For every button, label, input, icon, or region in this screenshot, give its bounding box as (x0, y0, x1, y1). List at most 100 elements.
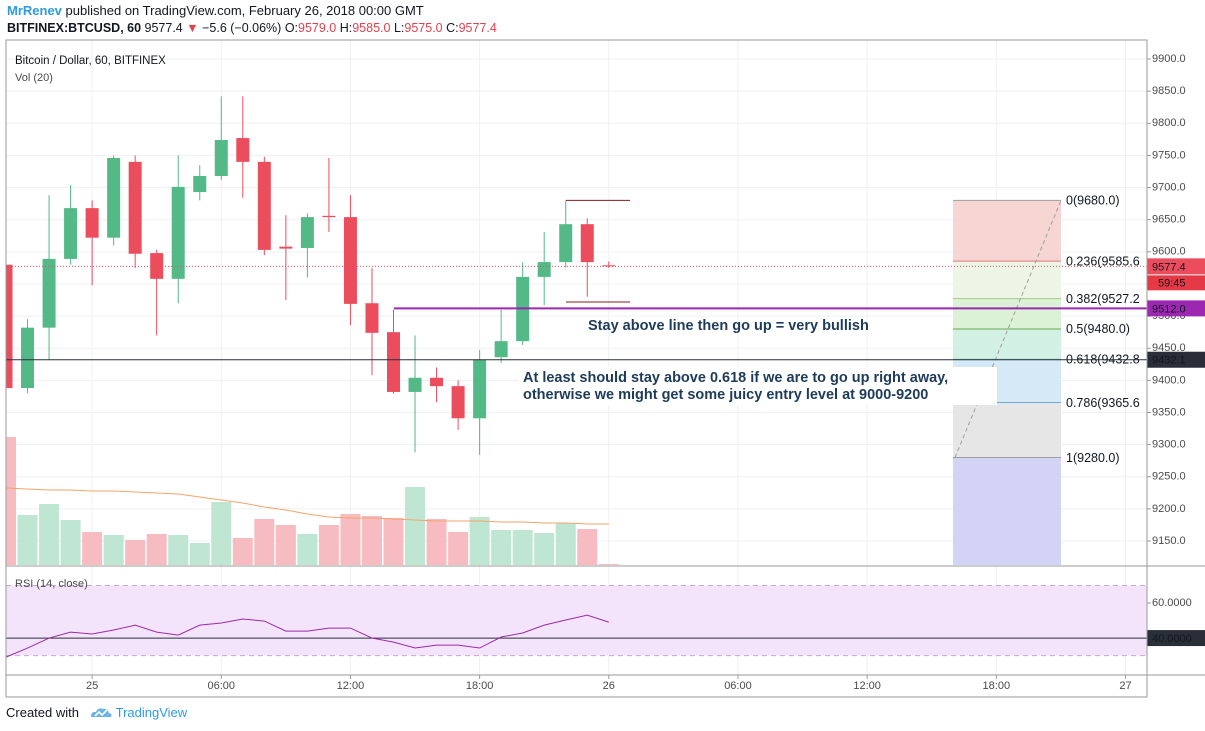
countdown: 59:45 (1158, 277, 1186, 289)
y-tick-label: 9700.0 (1152, 181, 1186, 193)
volume-bar (232, 538, 253, 565)
rsi-band (6, 585, 1147, 656)
volume-bar (318, 525, 339, 565)
rsi-title: RSI (14, close) (15, 578, 88, 590)
x-tick-label: 26 (603, 680, 615, 692)
logo (90, 708, 112, 717)
volume-bar (60, 520, 81, 565)
candle-body (42, 258, 56, 328)
annotation: Stay above line then go up = very bullis… (588, 318, 869, 334)
candle-body (64, 208, 78, 259)
brand[interactable]: TradingView (115, 705, 188, 720)
y-tick-label: 60.0000 (1152, 597, 1192, 609)
candle-body (279, 246, 293, 249)
hline-label-box (1147, 300, 1205, 317)
volume-bar (168, 535, 189, 565)
fib-label: 0.5(9480.0) (1066, 322, 1130, 336)
h: 9585.0 (352, 21, 391, 35)
fib-label: 0.786(9365.6 (1066, 396, 1140, 410)
y-tick-label: 9250.0 (1152, 471, 1186, 483)
fib-label: 1(9280.0) (1066, 451, 1120, 465)
candle-body (6, 264, 13, 389)
volume-bar (577, 529, 598, 565)
footer: Created with TradingView (6, 705, 187, 720)
fib-zone (953, 402, 1061, 458)
l: 9575.0 (404, 21, 443, 35)
y-tick-label: 9900.0 (1152, 53, 1186, 65)
fib-label: 0.236(9585.6 (1066, 254, 1140, 268)
main-title: Bitcoin / Dollar, 60, BITFINEX (15, 55, 166, 67)
x-tick-label: 06:00 (208, 680, 236, 692)
fib-label: 0(9680.0) (1066, 194, 1120, 208)
hline-label: 9432.1 (1152, 355, 1186, 367)
fib-trend (954, 200, 1062, 458)
chart: 0(9680.0) 0.236(9585.6 0.382(9527.2 0.5(948… (5, 39, 1205, 698)
volume-bar (340, 514, 361, 565)
volume-bar (17, 515, 38, 565)
x-tick-label: 18:00 (983, 680, 1011, 692)
fib-zone (953, 328, 1061, 360)
candle-body (300, 217, 314, 248)
x-tick-label: 25 (86, 680, 98, 692)
volume-bar (555, 523, 576, 565)
fib-zone (953, 298, 1061, 329)
volume-bar (383, 518, 404, 565)
candle-body (430, 377, 444, 387)
annotation: otherwise we might get some juicy entry … (523, 387, 928, 403)
annotation: At least should stay above 0.618 if we a… (523, 370, 948, 386)
candle-body (214, 140, 228, 176)
candle-body (85, 208, 99, 238)
volume-bar (82, 532, 103, 565)
c-label: C: (446, 21, 459, 35)
candle-body (21, 327, 35, 389)
rsi-line (5, 614, 609, 658)
candle-body (236, 138, 250, 162)
y-tick-label: 9600.0 (1152, 246, 1186, 258)
volume-bar (297, 534, 318, 565)
volume-bar (275, 525, 296, 565)
last-price-label: 9577.4 (1152, 261, 1186, 273)
h-label: H: (339, 21, 353, 35)
frame (5, 39, 1148, 698)
y-tick-label: 9400.0 (1152, 374, 1186, 386)
annotation-bg (519, 367, 997, 405)
fib-zone (953, 457, 1061, 565)
candle-body (451, 386, 465, 419)
x-tick-label: 27 (1119, 680, 1131, 692)
candle-body (171, 186, 185, 279)
candle-body (322, 215, 336, 218)
volume-bar (361, 516, 382, 565)
o: 9579.0 (298, 21, 337, 35)
volume-bar (6, 437, 16, 565)
volume-ma (6, 487, 609, 525)
volume-bar (534, 533, 555, 565)
last-price-label-box (1147, 258, 1205, 275)
rsi-hline-label-box (1147, 630, 1205, 647)
candle-body (602, 265, 616, 267)
y-tick-label: 9750.0 (1152, 149, 1186, 161)
y-tick-label: 9150.0 (1152, 535, 1186, 547)
volume-bar (211, 502, 232, 565)
change: −5.6 (−0.06%) (202, 21, 282, 35)
volume-bar (426, 519, 447, 565)
y-tick-label: 9850.0 (1152, 85, 1186, 97)
volume-bar (103, 535, 124, 565)
publish-line: MrRenev published on TradingView.com, Fe… (7, 3, 424, 18)
candle-body (494, 341, 508, 358)
o-label: O: (284, 21, 299, 35)
author[interactable]: MrRenev (7, 3, 62, 18)
fib-zone (953, 200, 1061, 262)
candle-body (537, 262, 551, 277)
y-tick-label: 9350.0 (1152, 406, 1186, 418)
candle-body (559, 224, 573, 263)
volume-bar (469, 517, 490, 565)
vol-title: Vol (20) (15, 72, 53, 84)
volume-bar (512, 530, 533, 565)
candle-body (408, 377, 422, 392)
volume-bar (254, 519, 275, 565)
hline-label: 9512.0 (1152, 303, 1186, 315)
symbol: BITFINEX:BTCUSD, 60 (7, 21, 142, 35)
x-tick-label: 12:00 (853, 680, 881, 692)
published: published on TradingView.com, February 2… (65, 3, 424, 18)
volume-bar (39, 504, 60, 565)
